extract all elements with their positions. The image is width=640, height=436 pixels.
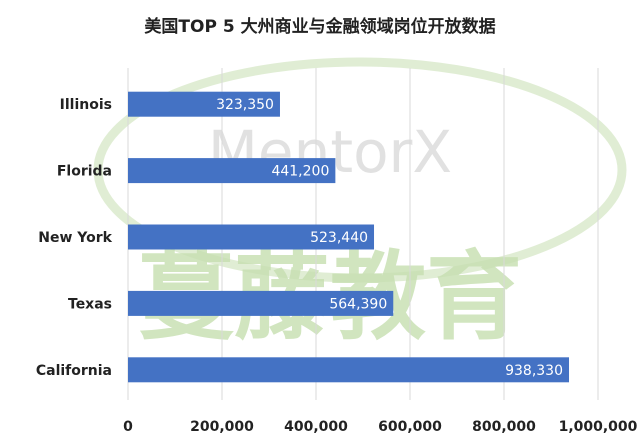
x-tick-label: 1,000,000 bbox=[559, 419, 638, 435]
bar bbox=[128, 224, 375, 250]
category-label: Texas bbox=[68, 296, 112, 312]
chart-title: 美国TOP 5 大州商业与金融领域岗位开放数据 bbox=[144, 17, 496, 37]
x-tick-label: 400,000 bbox=[284, 419, 348, 435]
x-tick-label: 600,000 bbox=[378, 419, 442, 435]
bar-value-label: 564,390 bbox=[329, 296, 387, 312]
x-tick-label: 0 bbox=[123, 419, 133, 435]
category-label: Florida bbox=[57, 164, 112, 180]
category-label: New York bbox=[38, 230, 112, 246]
category-label: Illinois bbox=[60, 97, 112, 113]
bar-value-label: 938,330 bbox=[505, 363, 563, 379]
x-tick-label: 200,000 bbox=[190, 419, 254, 435]
bar bbox=[128, 290, 394, 316]
bar-value-label: 523,440 bbox=[310, 230, 368, 246]
bar bbox=[128, 158, 336, 184]
watermark-ring bbox=[93, 57, 627, 283]
x-tick-label: 800,000 bbox=[472, 419, 536, 435]
bar bbox=[128, 357, 570, 383]
bar bbox=[128, 91, 280, 117]
category-label: California bbox=[36, 363, 112, 379]
bar-value-label: 441,200 bbox=[271, 164, 329, 180]
bar-value-label: 323,350 bbox=[216, 97, 274, 113]
